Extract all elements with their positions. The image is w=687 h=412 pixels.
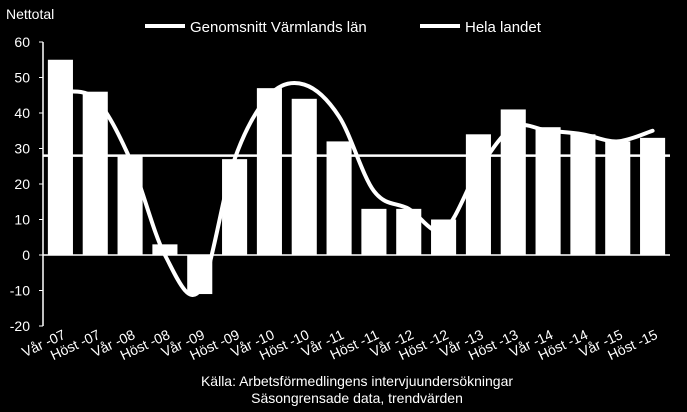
- legend-label-line: Hela landet: [465, 19, 542, 36]
- bar: [640, 137, 666, 255]
- y-tick-label: 40: [14, 105, 30, 121]
- bar: [117, 155, 143, 255]
- bar: [570, 134, 596, 255]
- bar: [47, 59, 73, 255]
- y-tick-label: 50: [14, 70, 30, 86]
- bars: [47, 59, 666, 295]
- bar: [291, 98, 317, 255]
- trend-line: [58, 81, 655, 297]
- source-line-2: Säsongrensade data, trendvärden: [251, 390, 463, 406]
- axes: [42, 42, 670, 326]
- bar: [431, 219, 457, 255]
- y-axis-title: Nettotal: [6, 6, 54, 22]
- bar: [465, 134, 491, 255]
- source-line-1: Källa: Arbetsförmedlingens intervjuunder…: [201, 373, 513, 389]
- y-tick-label: 30: [14, 141, 30, 157]
- bar: [82, 91, 108, 255]
- bar: [256, 88, 282, 256]
- bar: [222, 159, 248, 255]
- y-tick-label: 0: [22, 247, 30, 263]
- y-axis-ticks: 60 50 40 30 20 10 0 -10 -20: [10, 34, 43, 334]
- bar: [605, 141, 631, 255]
- y-tick-label: 60: [14, 34, 30, 50]
- y-tick-label: 20: [14, 176, 30, 192]
- y-tick-label: -10: [10, 283, 30, 299]
- trend-line-path: [58, 81, 655, 297]
- bar: [152, 244, 178, 255]
- bar: [535, 127, 561, 255]
- y-tick-label: -20: [10, 318, 30, 334]
- legend: Genomsnitt Värmlands län Hela landet: [145, 19, 542, 36]
- y-tick-label: 10: [14, 212, 30, 228]
- bar: [326, 141, 352, 255]
- legend-label-bars: Genomsnitt Värmlands län: [190, 19, 367, 36]
- bar: [500, 109, 526, 255]
- bar: [361, 208, 387, 255]
